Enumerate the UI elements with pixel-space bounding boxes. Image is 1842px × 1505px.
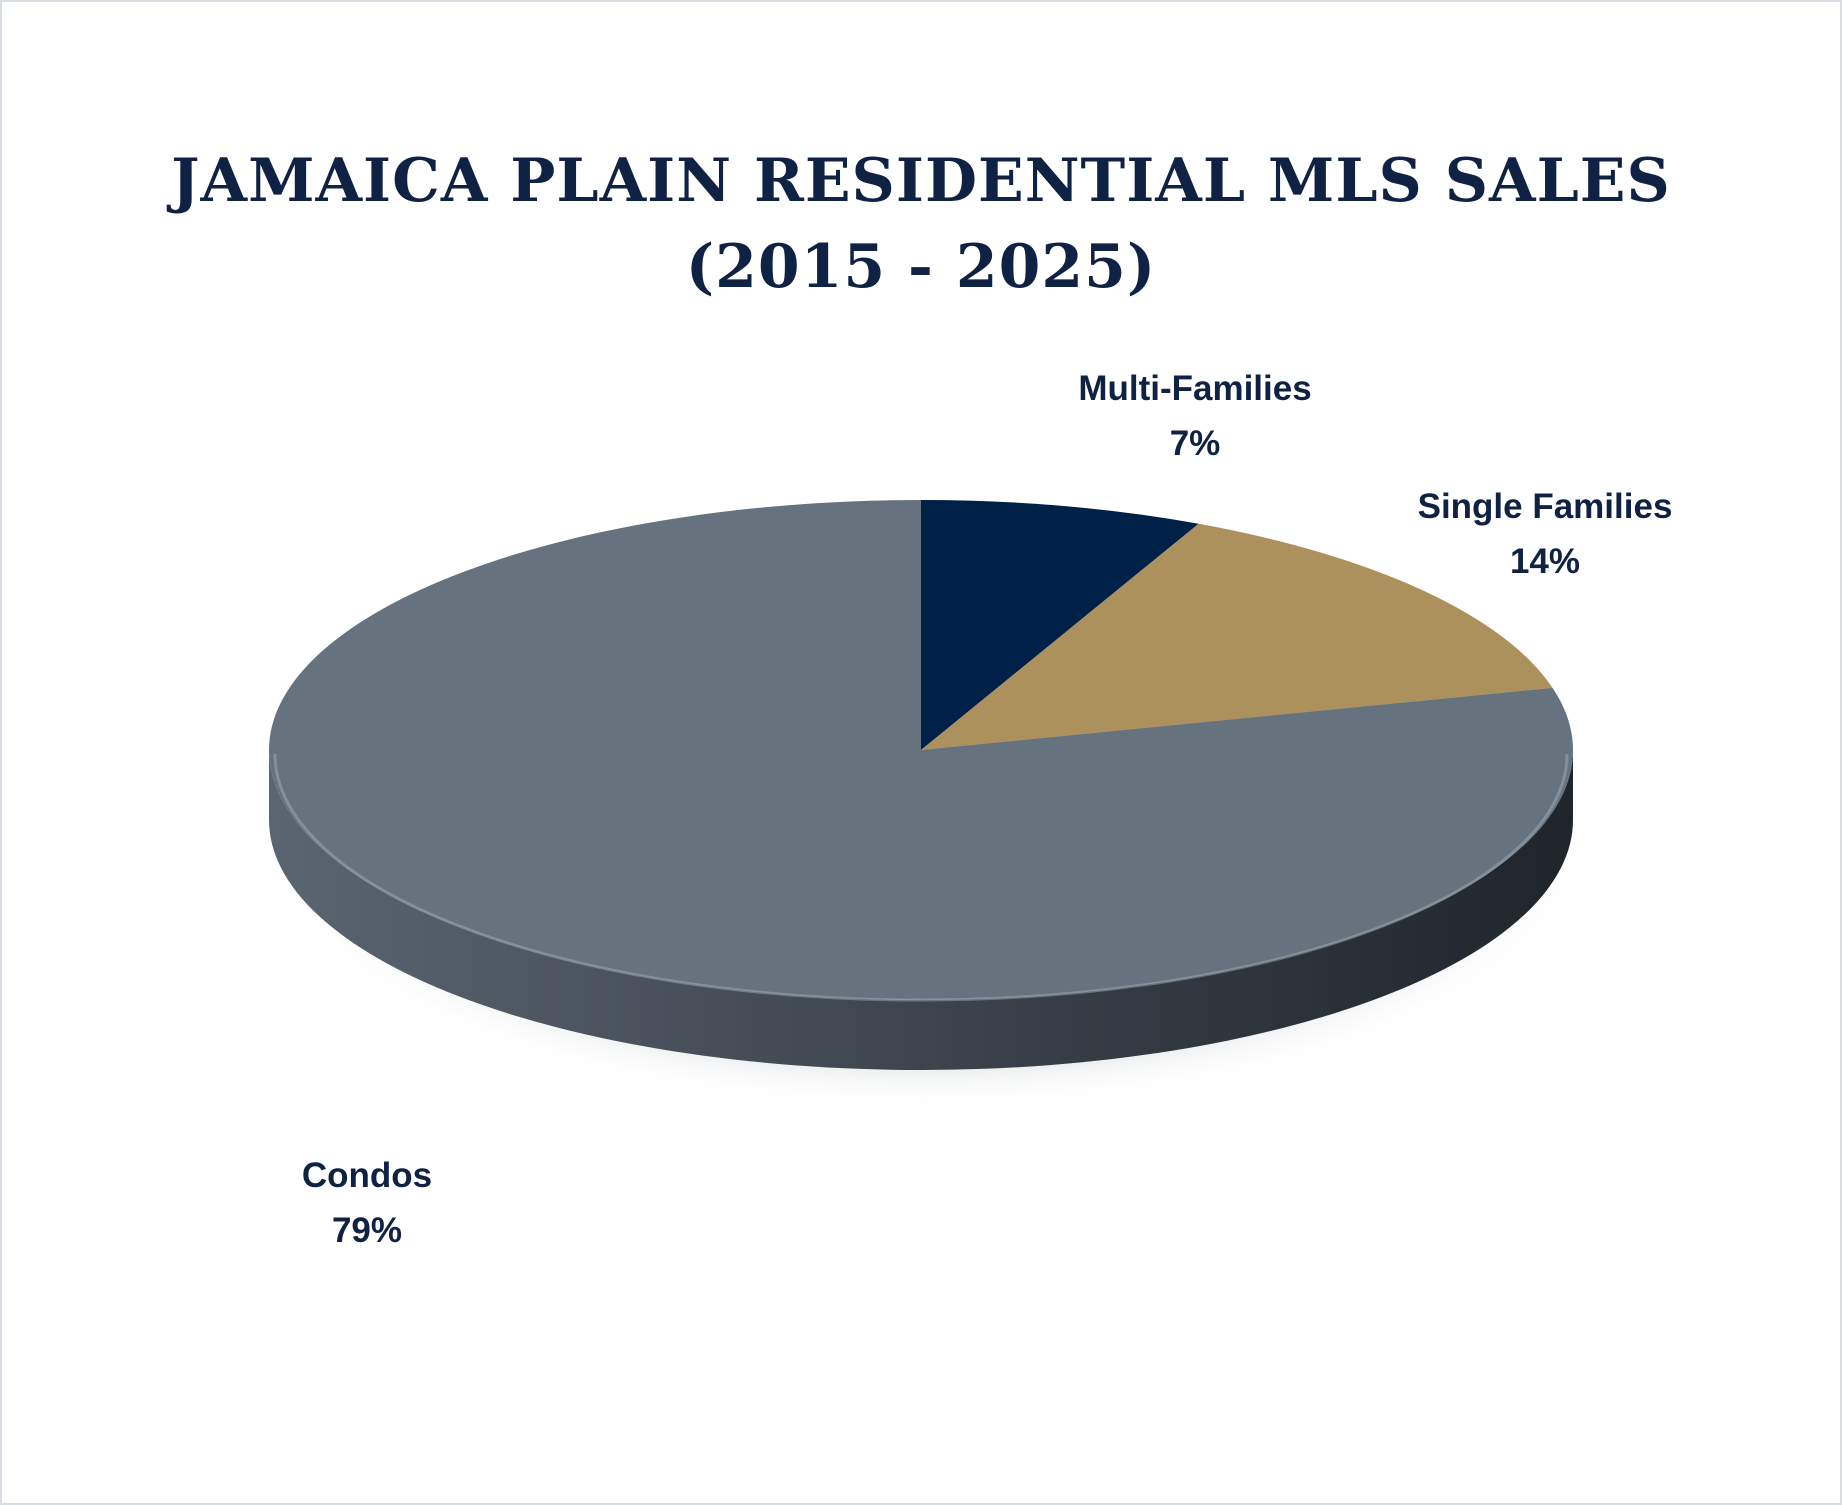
pie-label-condos-name: Condos bbox=[302, 1156, 432, 1195]
chart-title: JAMAICA PLAIN RESIDENTIAL MLS SALES (201… bbox=[0, 138, 1842, 310]
pie-label-multi-families-percent: 7% bbox=[1170, 424, 1221, 463]
pie-side bbox=[269, 750, 1573, 1070]
pie-labels: Multi-Families 7% Single Families 14% Condos… bbox=[302, 369, 1673, 1250]
pie-slice-multi-families bbox=[921, 500, 1199, 750]
pie-rim-highlight bbox=[273, 753, 1569, 1002]
pie-side-wall bbox=[269, 750, 1573, 1070]
chart-title-line1: JAMAICA PLAIN RESIDENTIAL MLS SALES bbox=[171, 146, 1671, 216]
pie-label-multi-families-name: Multi-Families bbox=[1078, 369, 1311, 408]
pie-top bbox=[269, 500, 1574, 1002]
pie-slice-condos bbox=[269, 500, 1574, 1001]
pie-label-single-families-percent: 14% bbox=[1510, 542, 1580, 581]
chart-title-line2: (2015 - 2025) bbox=[685, 232, 1157, 302]
pie-label-condos-percent: 79% bbox=[332, 1211, 402, 1250]
pie-slice-single-families bbox=[921, 523, 1553, 750]
pie-label-single-families-name: Single Families bbox=[1418, 487, 1673, 526]
